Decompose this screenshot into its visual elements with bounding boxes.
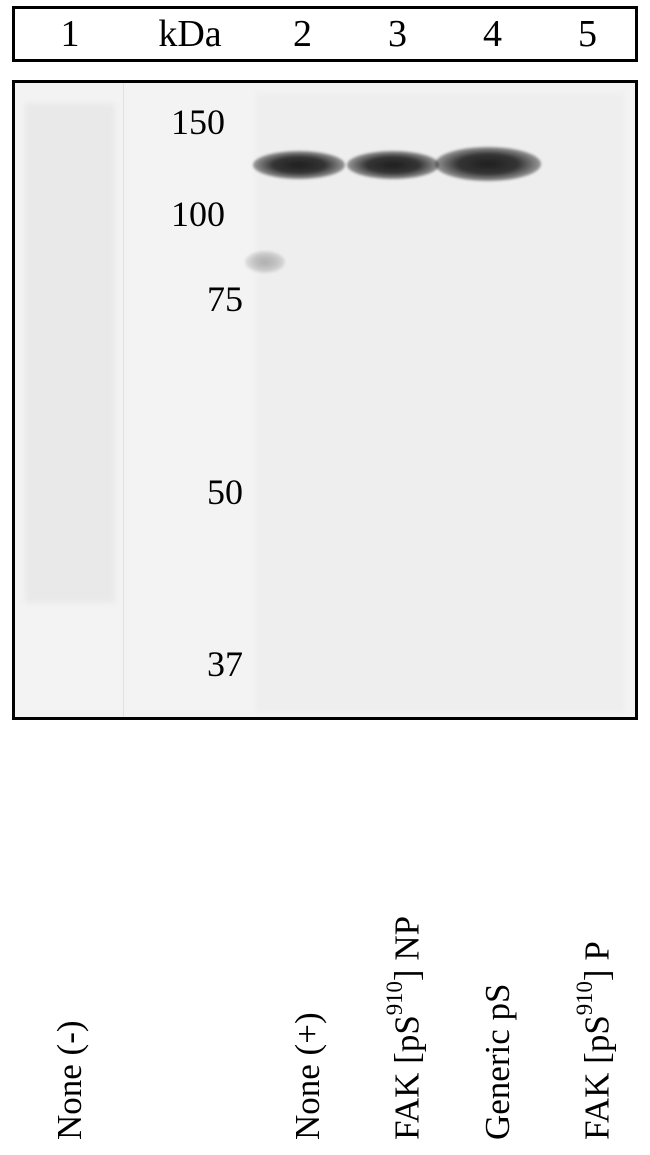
lane-label-3: FAK [pS910] NP	[382, 740, 428, 1140]
marker-100: 100	[145, 193, 225, 235]
header-lane-5: 5	[540, 12, 635, 56]
lane-label-4: Generic pS	[478, 740, 518, 1140]
smear-1	[25, 103, 115, 603]
header-lane-4: 4	[445, 12, 540, 56]
lane-label-2: None (+)	[288, 740, 328, 1140]
header-lane-1: 1	[15, 12, 125, 56]
smear-2	[255, 93, 625, 713]
header-lane-2: 2	[255, 12, 350, 56]
marker-150: 150	[145, 101, 225, 143]
lane-label-5: FAK [pS910] P	[572, 740, 618, 1140]
marker-75: 75	[163, 278, 243, 320]
lane-label-1: None (-)	[50, 740, 90, 1140]
marker-37: 37	[163, 643, 243, 685]
marker-50: 50	[163, 471, 243, 513]
lane-header-row: 1 kDa 2 3 4 5	[12, 6, 638, 62]
header-lane-3: 3	[350, 12, 445, 56]
header-kda: kDa	[125, 12, 255, 56]
blot-image: 150 100 75 50 37	[12, 80, 638, 720]
western-blot-figure: 1 kDa 2 3 4 5 150 100 75 50 37 None (-) …	[0, 0, 650, 1155]
